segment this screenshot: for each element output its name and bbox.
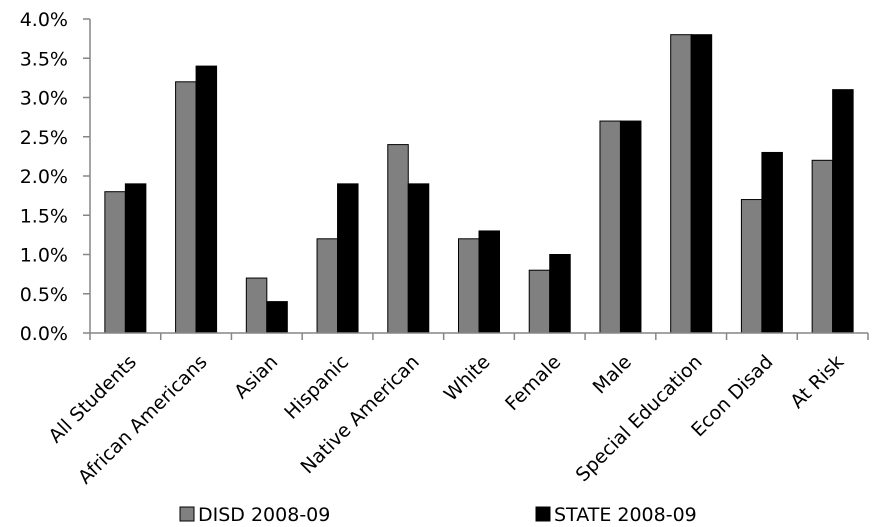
- bar-disd-7: [599, 120, 621, 334]
- x-category-label: At Risk: [786, 351, 848, 413]
- legend-label-disd: DISD 2008-09: [198, 504, 330, 526]
- plot-area: 0.0%0.5%1.0%1.5%2.0%2.5%3.0%3.5%4.0%All …: [20, 9, 869, 489]
- x-category-label: African Americans: [74, 351, 212, 489]
- bar-state-2: [266, 301, 288, 334]
- x-category-label: Native American: [297, 351, 424, 478]
- bar-disd-2: [245, 277, 268, 334]
- legend-swatch-state: [535, 506, 551, 522]
- bar-state-4: [407, 183, 430, 334]
- bar-disd-5: [458, 238, 480, 334]
- bar-state-3: [337, 183, 359, 334]
- x-category-label: Asian: [230, 351, 282, 403]
- y-tick-label: 1.5%: [20, 205, 68, 227]
- bar-state-5: [478, 230, 500, 334]
- x-category-label: Special Education: [572, 351, 707, 486]
- y-tick-label: 0.0%: [20, 323, 68, 345]
- bar-disd-0: [104, 191, 126, 334]
- bar-state-10: [832, 89, 854, 334]
- legend-label-state: STATE 2008-09: [554, 504, 697, 526]
- bar-state-8: [690, 34, 713, 334]
- y-tick-label: 2.0%: [20, 166, 68, 188]
- bar-state-0: [124, 183, 147, 334]
- y-tick-label: 1.0%: [20, 245, 68, 267]
- legend-swatch-disd: [179, 506, 195, 522]
- y-tick-label: 3.0%: [20, 88, 68, 110]
- x-category-label: Hispanic: [280, 351, 353, 424]
- y-tick-label: 4.0%: [20, 9, 68, 31]
- x-category-label: Male: [589, 351, 636, 398]
- bar-state-6: [549, 254, 571, 334]
- bar-disd-8: [670, 34, 692, 334]
- x-category-label: White: [440, 351, 495, 406]
- y-tick-label: 3.5%: [20, 48, 68, 70]
- bar-disd-4: [387, 144, 409, 334]
- bar-state-1: [195, 65, 218, 334]
- bar-disd-6: [528, 269, 551, 334]
- bar-state-7: [619, 120, 642, 334]
- bar-disd-3: [316, 238, 339, 334]
- bar-disd-10: [811, 159, 834, 334]
- bar-disd-1: [175, 81, 197, 334]
- y-tick-label: 2.5%: [20, 127, 68, 149]
- y-tick-label: 0.5%: [20, 284, 68, 306]
- legend: DISD 2008-09 STATE 2008-09: [179, 504, 697, 526]
- x-category-label: Female: [501, 351, 565, 415]
- bar-disd-9: [740, 199, 763, 334]
- bar-state-9: [761, 151, 783, 334]
